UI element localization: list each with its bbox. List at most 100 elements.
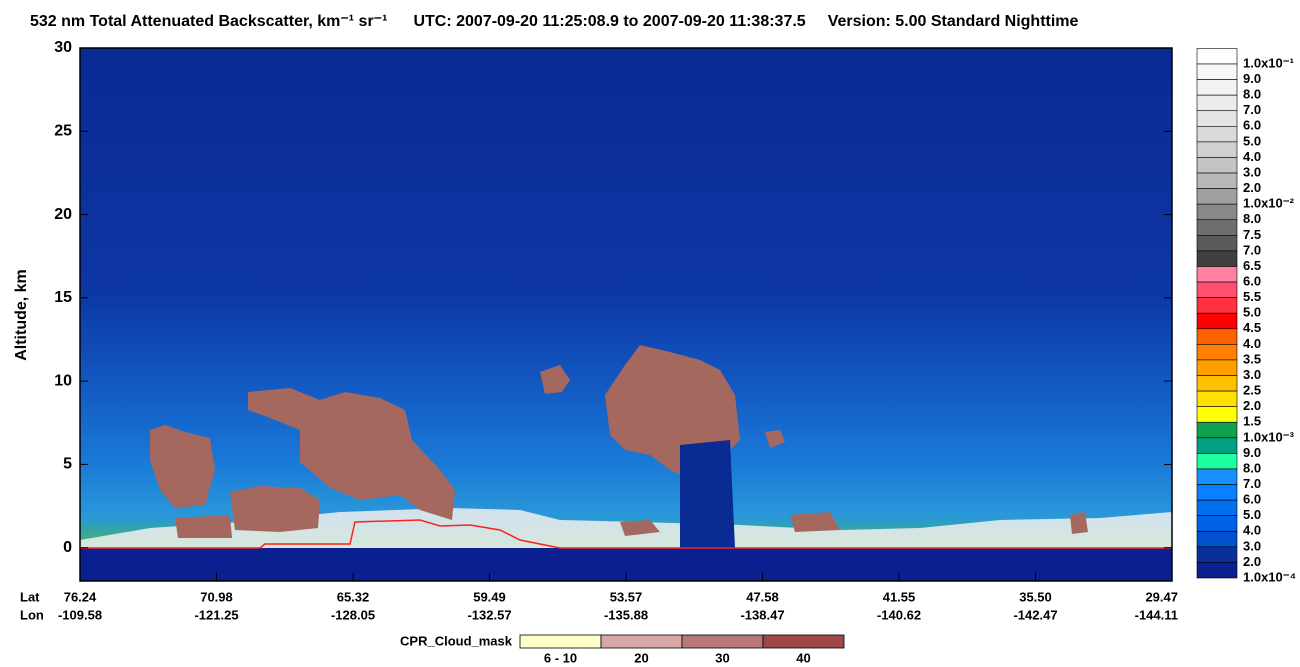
colorbar-swatch	[1196, 157, 1238, 174]
colorbar-label: 1.0x10⁻⁴	[1243, 569, 1296, 584]
title-utc: UTC: 2007-09-20 11:25:08.9 to 2007-09-20…	[413, 13, 805, 30]
colorbar-swatch	[1196, 110, 1238, 127]
colorbar-swatch	[1196, 515, 1238, 532]
lat-label: 29.47	[1145, 589, 1178, 604]
colorbar-swatch	[1196, 235, 1238, 252]
colorbar-swatch	[1196, 141, 1238, 158]
colorbar-swatch	[1196, 297, 1238, 314]
surface-elevation-line	[80, 519, 1172, 549]
colorbar-label: 9.0	[1243, 445, 1261, 460]
lon-label: -135.88	[604, 607, 648, 622]
lat-label: 47.58	[746, 589, 779, 604]
cpr-legend-label: 40	[796, 650, 810, 665]
colorbar-label: 3.0	[1243, 164, 1261, 179]
cpr-legend-title: CPR_Cloud_mask	[400, 633, 513, 648]
lon-label: -109.58	[58, 607, 102, 622]
lat-label: 53.57	[610, 589, 643, 604]
colorbar-swatch	[1196, 48, 1238, 65]
colorbar-label: 9.0	[1243, 71, 1261, 86]
colorbar-label: 2.0	[1243, 398, 1261, 413]
cpr-legend-swatch	[762, 634, 845, 649]
colorbar-swatch	[1196, 250, 1238, 267]
colorbar-swatch	[1196, 281, 1238, 298]
lat-label: 76.24	[64, 589, 97, 604]
colorbar-label: 1.0x10⁻²	[1243, 196, 1295, 211]
lon-label: -121.25	[194, 607, 238, 622]
colorbar-swatch	[1196, 499, 1238, 516]
colorbar-label: 8.0	[1243, 460, 1261, 475]
colorbar-label: 7.0	[1243, 476, 1261, 491]
colorbar-swatch	[1196, 312, 1238, 330]
colorbar-label: 5.0	[1243, 305, 1261, 320]
y-tick-label: 30	[54, 39, 72, 56]
lat-label: 59.49	[473, 589, 506, 604]
colorbar-label: 8.0	[1243, 87, 1261, 102]
cpr-legend-swatch	[681, 634, 764, 649]
y-tick-label: 15	[54, 289, 72, 306]
colorbar-swatch	[1196, 63, 1238, 80]
colorbar-swatch	[1196, 266, 1238, 283]
colorbar-label: 1.0x10⁻³	[1243, 429, 1295, 444]
lat-label: 65.32	[337, 589, 370, 604]
colorbar-swatch	[1196, 375, 1238, 392]
colorbar-label: 1.0x10⁻¹	[1243, 55, 1294, 70]
colorbar-swatch	[1196, 219, 1238, 236]
y-tick-label: 20	[54, 206, 72, 223]
lat-label: 70.98	[200, 589, 233, 604]
x-row-label: Lat	[20, 589, 40, 604]
lat-label: 41.55	[883, 589, 916, 604]
colorbar-label: 4.0	[1243, 149, 1261, 164]
title-version: Version: 5.00 Standard Nighttime	[828, 13, 1079, 30]
colorbar-swatch	[1196, 94, 1238, 112]
colorbar-label: 3.0	[1243, 367, 1261, 382]
colorbar-label: 5.0	[1243, 507, 1261, 522]
colorbar-label: 2.0	[1243, 554, 1261, 569]
title-main: 532 nm Total Attenuated Backscatter, km⁻…	[30, 13, 387, 30]
colorbar-swatch	[1196, 421, 1238, 439]
colorbar-swatch	[1196, 172, 1238, 189]
colorbar-label: 3.5	[1243, 351, 1261, 366]
colorbar-swatch	[1196, 484, 1238, 501]
cpr-legend-label: 30	[715, 650, 729, 665]
cpr-legend-swatch	[600, 634, 683, 649]
colorbar-swatch	[1196, 468, 1238, 485]
title: 532 nm Total Attenuated Backscatter, km⁻…	[30, 13, 1079, 30]
colorbar-label: 5.5	[1243, 289, 1261, 304]
attenuated-region	[680, 440, 735, 548]
colorbar-swatch	[1196, 562, 1238, 579]
y-tick-label: 0	[63, 539, 72, 556]
colorbar-swatch	[1196, 203, 1238, 221]
y-axis-label: Altitude, km	[13, 269, 30, 361]
colorbar-label: 6.0	[1243, 273, 1261, 288]
colorbar-label: 7.5	[1243, 227, 1261, 242]
y-tick-label: 25	[54, 123, 72, 140]
colorbar-label: 2.5	[1243, 383, 1261, 398]
colorbar-label: 7.0	[1243, 102, 1261, 117]
lon-label: -140.62	[877, 607, 921, 622]
colorbar-swatch	[1196, 344, 1238, 361]
colorbar-swatch	[1196, 530, 1238, 548]
y-tick-label: 10	[54, 372, 72, 389]
colorbar-swatch	[1196, 546, 1238, 563]
lon-label: -128.05	[331, 607, 375, 622]
colorbar-label: 8.0	[1243, 211, 1261, 226]
colorbar-label: 3.0	[1243, 538, 1261, 553]
colorbar-swatch	[1196, 328, 1238, 345]
colorbar-label: 2.0	[1243, 180, 1261, 195]
colorbar-swatch	[1196, 390, 1238, 407]
cpr-legend-label: 6 - 10	[544, 650, 577, 665]
lon-label: -142.47	[1013, 607, 1057, 622]
colorbar-swatch	[1196, 406, 1238, 423]
colorbar-label: 4.0	[1243, 336, 1261, 351]
colorbar-label: 7.0	[1243, 242, 1261, 257]
subsurface	[80, 548, 1172, 581]
lat-label: 35.50	[1019, 589, 1052, 604]
y-tick-label: 5	[63, 456, 72, 473]
colorbar-label: 4.0	[1243, 523, 1261, 538]
lon-label: -132.57	[467, 607, 511, 622]
colorbar-label: 6.5	[1243, 258, 1261, 273]
colorbar-swatch	[1196, 437, 1238, 454]
lon-label: -138.47	[740, 607, 784, 622]
cpr-legend-label: 20	[634, 650, 648, 665]
